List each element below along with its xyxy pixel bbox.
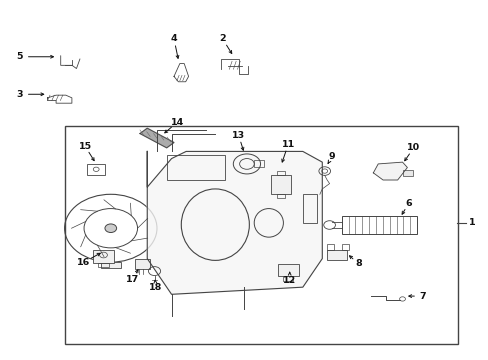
Text: 13: 13 — [232, 131, 244, 140]
Bar — [326, 249, 346, 260]
Polygon shape — [147, 152, 322, 294]
Bar — [166, 155, 224, 180]
Text: 12: 12 — [283, 275, 296, 284]
Text: 6: 6 — [405, 199, 411, 208]
Polygon shape — [372, 162, 407, 180]
Text: 7: 7 — [419, 292, 426, 301]
Bar — [402, 170, 412, 176]
Bar — [341, 216, 416, 234]
Text: 5: 5 — [17, 52, 23, 61]
Bar — [64, 126, 458, 344]
Text: 2: 2 — [219, 35, 225, 44]
Polygon shape — [140, 128, 174, 148]
Bar — [271, 175, 290, 194]
Bar — [87, 164, 105, 175]
Bar — [277, 171, 285, 175]
Text: 15: 15 — [78, 141, 91, 150]
Bar — [326, 244, 334, 249]
Bar — [135, 258, 149, 269]
Bar — [283, 276, 292, 281]
Text: 8: 8 — [355, 260, 362, 269]
Text: 18: 18 — [149, 283, 163, 292]
Circle shape — [105, 224, 116, 233]
Text: 10: 10 — [407, 143, 419, 152]
Text: 9: 9 — [328, 152, 335, 161]
Bar — [98, 262, 109, 267]
Text: 4: 4 — [170, 35, 177, 44]
Bar — [277, 194, 285, 198]
Bar — [302, 194, 317, 223]
Text: 17: 17 — [126, 275, 139, 284]
Text: 11: 11 — [281, 140, 294, 149]
Text: 3: 3 — [17, 90, 23, 99]
Text: 16: 16 — [77, 258, 90, 267]
Bar — [254, 160, 264, 167]
Bar — [101, 262, 120, 267]
Bar — [93, 250, 114, 263]
Bar — [341, 244, 348, 249]
Text: 1: 1 — [468, 219, 474, 228]
Text: 14: 14 — [170, 118, 183, 127]
Bar — [277, 264, 298, 276]
